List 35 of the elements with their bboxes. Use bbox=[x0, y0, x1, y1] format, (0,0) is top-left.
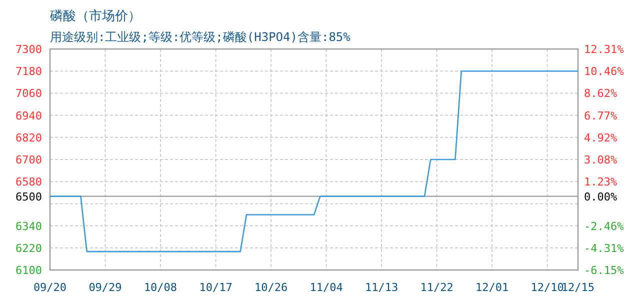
x-tick-label: 11/22 bbox=[420, 281, 454, 294]
y-tick-label: 6500 bbox=[16, 190, 42, 204]
y2-tick-label: 12.31% bbox=[584, 43, 624, 56]
y-tick-label: 6100 bbox=[16, 264, 42, 277]
y-tick-label: 7060 bbox=[16, 87, 42, 100]
y2-tick-label: 1.23% bbox=[584, 176, 618, 189]
y-tick-label: 6940 bbox=[16, 109, 42, 122]
y-tick-label: 7300 bbox=[16, 43, 42, 56]
y2-tick-label: 0.00% bbox=[584, 190, 618, 204]
y2-tick-label: 10.46% bbox=[584, 65, 624, 78]
chart-title: 磷酸（市场价） bbox=[49, 9, 141, 24]
x-tick-label: 09/29 bbox=[88, 281, 122, 294]
x-tick-label: 11/13 bbox=[364, 281, 398, 294]
y-tick-label: 6340 bbox=[16, 220, 42, 233]
y2-tick-label: 3.08% bbox=[584, 154, 618, 166]
y2-tick-label: -2.46% bbox=[584, 220, 624, 233]
x-tick-label: 10/26 bbox=[254, 281, 288, 294]
x-tick-label: 12/10 bbox=[530, 281, 564, 294]
y2-tick-label: 6.77% bbox=[584, 109, 618, 122]
chart-subtitle: 用途级别:工业级;等级:优等级;磷酸(H3PO4)含量:85% bbox=[50, 30, 352, 44]
y-tick-label: 6700 bbox=[16, 154, 42, 166]
x-tick-label: 10/17 bbox=[199, 281, 232, 294]
y2-tick-label: -6.15% bbox=[584, 264, 624, 277]
x-tick-label: 09/20 bbox=[33, 281, 67, 294]
y2-tick-label: 8.62% bbox=[584, 87, 618, 100]
x-tick-label: 12/01 bbox=[475, 281, 509, 294]
y-tick-label: 7180 bbox=[16, 65, 42, 78]
x-tick-label: 11/04 bbox=[310, 281, 344, 294]
y-tick-label: 6220 bbox=[16, 242, 42, 255]
y-tick-label: 6580 bbox=[16, 176, 42, 189]
x-tick-label: 12/15 bbox=[561, 281, 595, 294]
y-tick-label: 6820 bbox=[16, 131, 42, 144]
y2-tick-label: -4.31% bbox=[584, 242, 624, 255]
x-tick-label: 10/08 bbox=[144, 281, 178, 294]
y2-tick-label: 4.92% bbox=[584, 131, 618, 144]
